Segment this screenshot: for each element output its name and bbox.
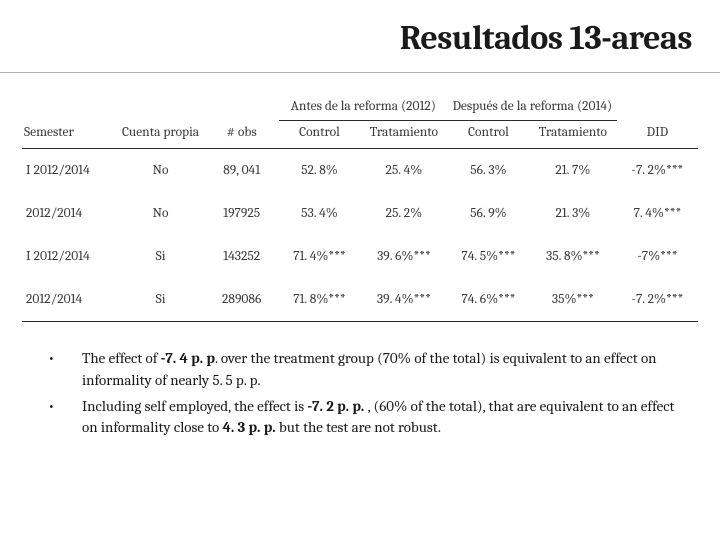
cell-control2: 56. 3% <box>448 149 529 193</box>
cell-trat2: 21. 7% <box>529 149 617 193</box>
col-did: DID <box>617 121 698 149</box>
group-header-after: Después de la reforma (2014) <box>448 91 617 121</box>
cell-obs: 289086 <box>205 278 279 322</box>
notes-text: The effect of <box>82 349 161 367</box>
notes-text: Including self employed, the effect is <box>82 397 307 415</box>
cell-semester: 2012/2014 <box>22 192 117 235</box>
bullet-2-text: Including self employed, the effect is -… <box>82 396 678 440</box>
cell-control1: 71. 8%*** <box>279 278 360 322</box>
cell-cuenta: Si <box>117 235 205 278</box>
cell-semester: I 2012/2014 <box>22 235 117 278</box>
cell-trat1: 25. 4% <box>360 149 448 193</box>
cell-control2: 74. 5%*** <box>448 235 529 278</box>
cell-did: 7. 4%*** <box>617 192 698 235</box>
slide-container: { "title": "Resultados 13-areas", "table… <box>0 0 720 540</box>
group-header-before: Antes de la reforma (2012) <box>279 91 448 121</box>
cell-semester: I 2012/2014 <box>22 149 117 193</box>
cell-control2: 56. 9% <box>448 192 529 235</box>
cell-trat2: 35%*** <box>529 278 617 322</box>
col-obs: # obs <box>205 121 279 149</box>
notes-text: but the test are not robust. <box>279 418 441 436</box>
col-trat1: Tratamiento <box>360 121 448 149</box>
notes-bold: 4. 3 p. p. <box>223 418 279 436</box>
col-control2: Control <box>448 121 529 149</box>
results-table-wrap: Antes de la reforma (2012) Después de la… <box>0 73 720 322</box>
table-row: I 2012/2014 Si 143252 71. 4%*** 39. 6%**… <box>22 235 698 278</box>
notes-bold: -7. 4 p. p <box>161 349 215 367</box>
cell-trat1: 39. 6%*** <box>360 235 448 278</box>
cell-semester: 2012/2014 <box>22 278 117 322</box>
bullet-1-text: The effect of -7. 4 p. p. over the treat… <box>82 348 678 392</box>
notes-bold: -7. 2 p. p. <box>307 397 367 415</box>
cell-control1: 52. 8% <box>279 149 360 193</box>
group-header-row: Antes de la reforma (2012) Después de la… <box>22 91 698 121</box>
cell-did: -7%*** <box>617 235 698 278</box>
cell-did: -7. 2%*** <box>617 149 698 193</box>
cell-trat1: 25. 2% <box>360 192 448 235</box>
col-cuenta: Cuenta propia <box>117 121 205 149</box>
bullet-dot-icon: • <box>48 348 56 392</box>
page-title: Resultados 13-areas <box>28 18 692 58</box>
cell-obs: 197925 <box>205 192 279 235</box>
cell-cuenta: Si <box>117 278 205 322</box>
cell-trat2: 35. 8%*** <box>529 235 617 278</box>
col-trat2: Tratamiento <box>529 121 617 149</box>
cell-control1: 71. 4%*** <box>279 235 360 278</box>
bullet-1: • The effect of -7. 4 p. p. over the tre… <box>48 348 678 392</box>
col-control1: Control <box>279 121 360 149</box>
cell-control2: 74. 6%*** <box>448 278 529 322</box>
cell-trat1: 39. 4%*** <box>360 278 448 322</box>
cell-obs: 89, 041 <box>205 149 279 193</box>
cell-trat2: 21. 3% <box>529 192 617 235</box>
cell-control1: 53. 4% <box>279 192 360 235</box>
bullet-2: • Including self employed, the effect is… <box>48 396 678 440</box>
notes: • The effect of -7. 4 p. p. over the tre… <box>0 322 720 439</box>
results-table: Antes de la reforma (2012) Después de la… <box>22 91 698 322</box>
cell-cuenta: No <box>117 149 205 193</box>
bullet-dot-icon: • <box>48 396 56 440</box>
table-row: 2012/2014 Si 289086 71. 8%*** 39. 4%*** … <box>22 278 698 322</box>
cell-obs: 143252 <box>205 235 279 278</box>
column-header-row: Semester Cuenta propia # obs Control Tra… <box>22 121 698 149</box>
cell-cuenta: No <box>117 192 205 235</box>
title-band: Resultados 13-areas <box>0 0 720 73</box>
table-row: 2012/2014 No 197925 53. 4% 25. 2% 56. 9%… <box>22 192 698 235</box>
cell-did: -7. 2%*** <box>617 278 698 322</box>
table-row: I 2012/2014 No 89, 041 52. 8% 25. 4% 56.… <box>22 149 698 193</box>
col-semester: Semester <box>22 121 117 149</box>
